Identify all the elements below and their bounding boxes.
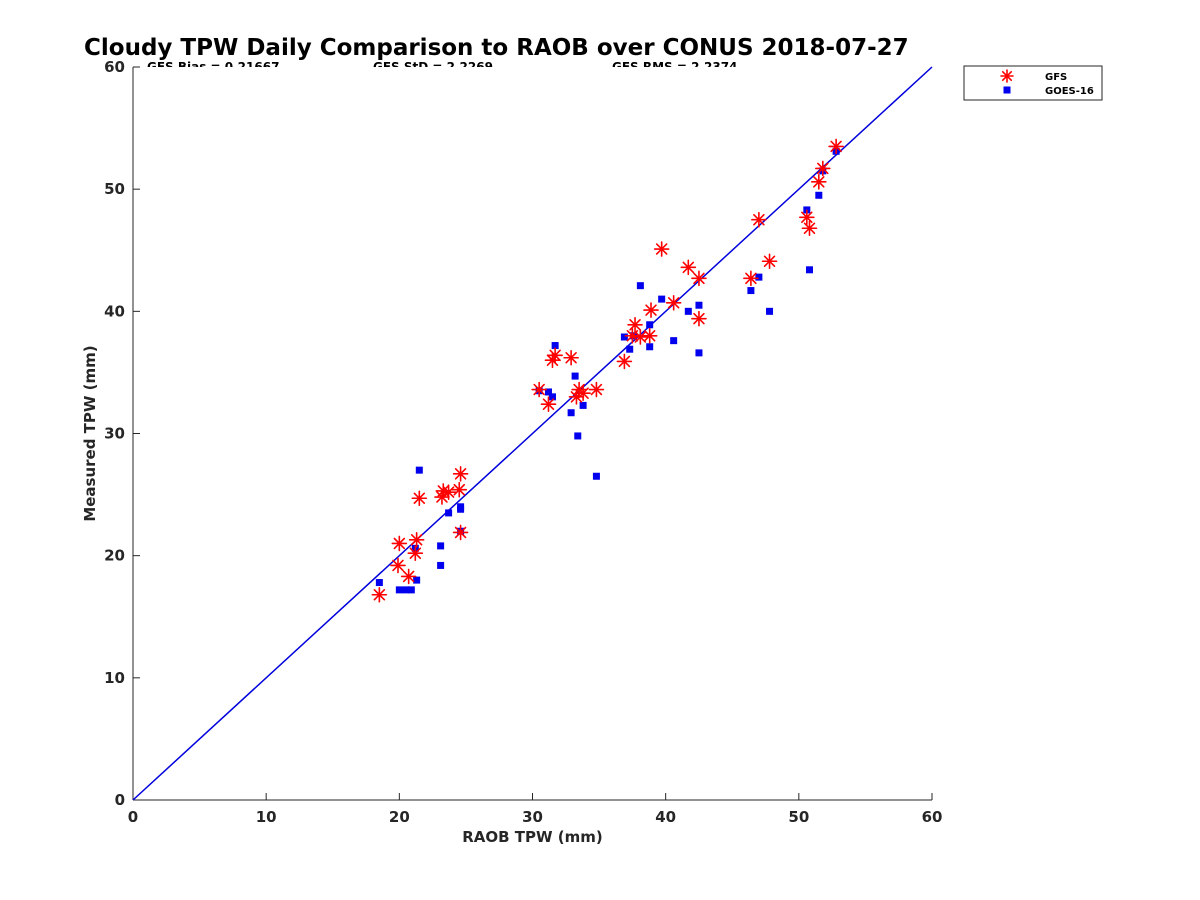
gfs-point bbox=[691, 310, 707, 327]
legend-marker-goes-16 bbox=[1003, 86, 1011, 94]
gfs-point bbox=[815, 160, 831, 177]
gfs-point bbox=[751, 211, 767, 228]
gfs-point bbox=[665, 294, 682, 311]
gfs-point bbox=[452, 524, 469, 541]
goes-16-point bbox=[457, 503, 465, 511]
one-to-one-reference-line bbox=[132, 66, 933, 801]
gfs-point bbox=[563, 349, 579, 366]
goes-16-point bbox=[551, 342, 559, 350]
x-tick-label: 40 bbox=[655, 808, 676, 826]
gfs-point bbox=[452, 466, 469, 482]
legend-label: GOES-16 bbox=[1045, 86, 1094, 97]
goes-16-point bbox=[658, 295, 666, 303]
x-tick-label: 60 bbox=[922, 808, 943, 826]
goes-16-point bbox=[437, 542, 445, 550]
goes-16-point bbox=[413, 576, 421, 584]
goes-16-point bbox=[548, 393, 556, 401]
gfs-point bbox=[828, 138, 844, 155]
goes-16-point bbox=[567, 409, 575, 417]
y-tick-label: 20 bbox=[104, 547, 125, 565]
y-tick-label: 10 bbox=[104, 669, 125, 687]
goes-16-point bbox=[395, 586, 403, 594]
goes-16-point bbox=[646, 321, 654, 329]
gfs-point bbox=[407, 545, 424, 562]
gfs-point bbox=[408, 531, 425, 548]
goes-16-point bbox=[646, 343, 654, 351]
y-tick-label: 30 bbox=[104, 425, 125, 443]
goes-16-point bbox=[695, 301, 703, 309]
legend-label: GFS bbox=[1045, 72, 1067, 83]
x-tick-label: 30 bbox=[522, 808, 543, 826]
gfs-point bbox=[575, 385, 591, 401]
goes-16-point bbox=[571, 372, 579, 380]
goes-16-point bbox=[684, 307, 692, 315]
gfs-point bbox=[588, 381, 605, 398]
goes-16-point bbox=[815, 191, 823, 199]
goes-16-point bbox=[579, 401, 587, 409]
goes-16-point bbox=[805, 266, 813, 274]
x-tick-label: 50 bbox=[788, 808, 809, 826]
goes-16-point bbox=[755, 273, 763, 281]
gfs-point bbox=[411, 490, 428, 507]
goes-16-point bbox=[407, 586, 415, 594]
gfs-point bbox=[540, 396, 557, 412]
x-tick-label: 10 bbox=[256, 808, 277, 826]
y-tick-label: 40 bbox=[104, 302, 125, 320]
gfs-point bbox=[531, 381, 547, 398]
x-tick-label: 20 bbox=[389, 808, 410, 826]
gfs-point bbox=[653, 241, 670, 257]
goes-16-point bbox=[695, 349, 703, 357]
goes-16-point bbox=[445, 509, 453, 517]
y-tick-label: 60 bbox=[104, 58, 125, 76]
legend: GFS GOES-16 bbox=[963, 65, 1103, 101]
gfs-point bbox=[743, 270, 759, 287]
gfs-point bbox=[391, 535, 408, 552]
axes: 0 10 20 30 40 50 60 0 10 20 30 40 50 60 bbox=[104, 58, 942, 826]
gfs-point bbox=[761, 253, 778, 270]
goes-16-point bbox=[437, 561, 445, 569]
goes-16-point bbox=[375, 579, 383, 587]
chart-title: Cloudy TPW Daily Comparison to RAOB over… bbox=[84, 35, 909, 61]
gfs-point bbox=[632, 329, 649, 345]
y-tick-label: 50 bbox=[104, 180, 125, 198]
goes-16-point bbox=[636, 282, 644, 290]
goes-16-point bbox=[592, 472, 600, 480]
legend-box bbox=[963, 65, 1103, 101]
x-axis-label: RAOB TPW (mm) bbox=[462, 828, 603, 846]
gfs-point bbox=[616, 353, 633, 370]
gfs-point bbox=[547, 347, 563, 364]
goes-16-point bbox=[747, 287, 755, 295]
y-tick-label: 0 bbox=[115, 791, 125, 809]
gfs-point bbox=[440, 484, 457, 500]
gfs-point bbox=[811, 174, 827, 190]
goes-16-point bbox=[626, 345, 634, 353]
gfs-point bbox=[400, 568, 417, 585]
goes-16-point bbox=[766, 307, 774, 315]
goes-16-point bbox=[670, 337, 678, 345]
gfs-point bbox=[801, 220, 818, 237]
goes-16-point bbox=[574, 432, 582, 440]
x-tick-label: 0 bbox=[128, 808, 138, 826]
goes-16-point bbox=[415, 466, 423, 474]
gfs-point bbox=[799, 209, 815, 226]
legend-marker-gfs bbox=[1000, 69, 1014, 83]
y-axis-label: Measured TPW (mm) bbox=[81, 345, 99, 521]
gfs-point bbox=[641, 327, 658, 344]
data-marks bbox=[371, 138, 844, 603]
gfs-point bbox=[691, 270, 707, 287]
goes-16-point bbox=[620, 333, 628, 341]
gfs-point bbox=[643, 302, 659, 318]
gfs-point bbox=[680, 259, 697, 276]
goes-16-point bbox=[402, 586, 410, 594]
gfs-point bbox=[627, 316, 643, 333]
goes-16-point bbox=[544, 388, 552, 396]
gfs-point bbox=[371, 586, 388, 603]
gfs-point bbox=[451, 481, 468, 498]
gfs-point bbox=[390, 557, 406, 574]
